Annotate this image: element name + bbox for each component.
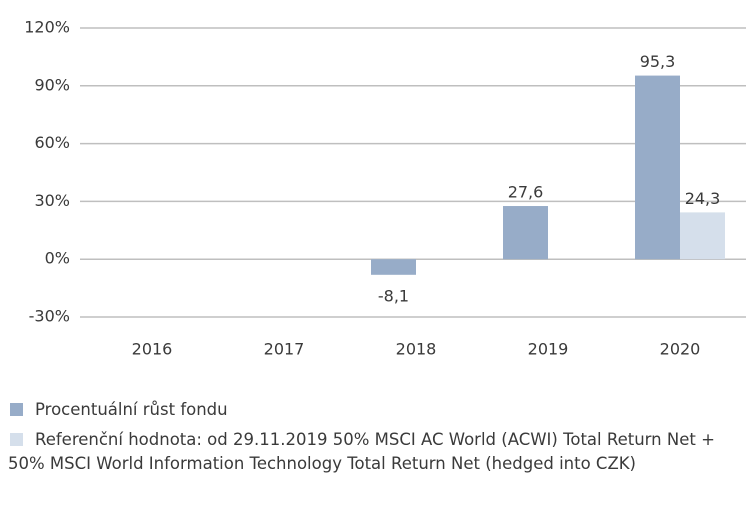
y-tick-label: 0% <box>45 249 70 268</box>
bar <box>635 75 680 260</box>
value-label: 95,3 <box>640 52 676 71</box>
bar <box>503 206 548 260</box>
legend-swatch <box>10 433 23 446</box>
x-tick-label: 2020 <box>660 340 701 359</box>
y-tick-label: 60% <box>34 133 70 152</box>
y-tick-label: -30% <box>29 307 70 326</box>
legend-label: Procentuální růst fondu <box>35 400 228 419</box>
legend-swatch <box>10 403 23 416</box>
x-tick-label: 2016 <box>132 340 173 359</box>
x-tick-label: 2019 <box>528 340 569 359</box>
legend-item: Procentuální růst fondu <box>8 398 743 422</box>
chart: -30% 0% 30% 60% 90% 120% 2016 2017 2018 2019 2020 -… <box>24 18 746 359</box>
y-tick-label: 120% <box>24 18 70 37</box>
legend-item: Referenční hodnota: od 29.11.2019 50% MS… <box>8 428 743 476</box>
value-label: 24,3 <box>685 189 721 208</box>
y-tick-label: 30% <box>34 191 70 210</box>
value-label: 27,6 <box>508 183 544 202</box>
bar <box>371 259 416 275</box>
value-label: -8,1 <box>378 286 409 305</box>
x-tick-label: 2018 <box>396 340 437 359</box>
x-tick-label: 2017 <box>264 340 305 359</box>
y-tick-label: 90% <box>34 75 70 94</box>
bar <box>680 212 725 260</box>
legend-label: Referenční hodnota: od 29.11.2019 50% MS… <box>8 430 715 473</box>
